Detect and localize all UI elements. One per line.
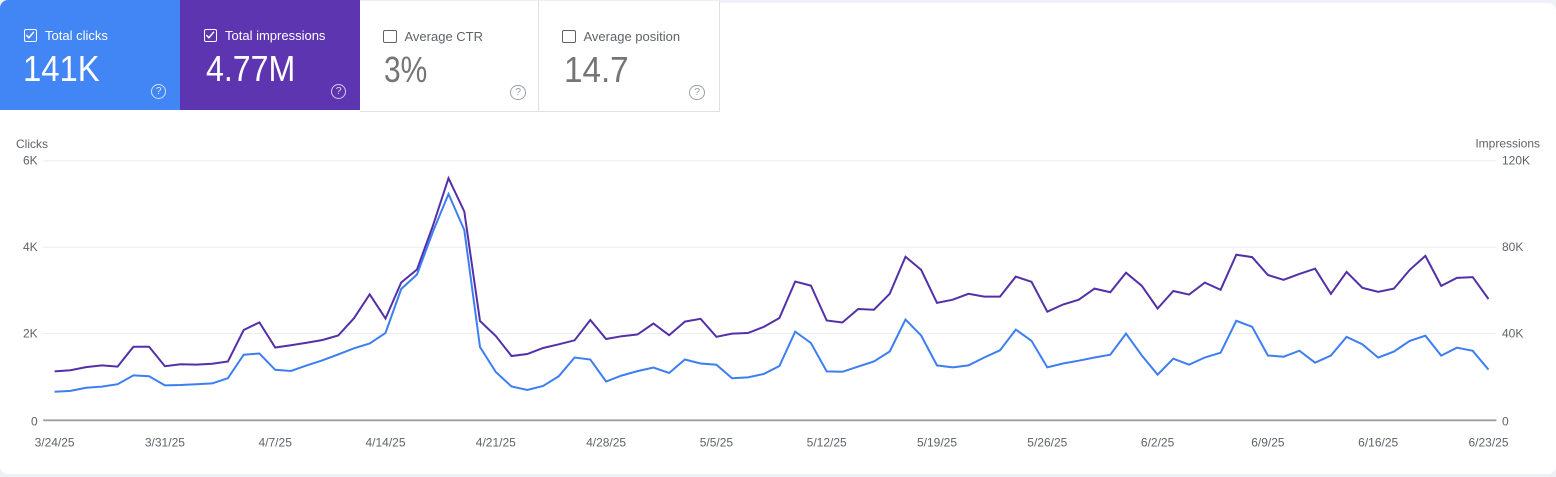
svg-text:40K: 40K	[1502, 326, 1523, 340]
svg-text:4K: 4K	[23, 240, 38, 254]
svg-text:4/7/25: 4/7/25	[259, 436, 293, 450]
svg-text:Clicks: Clicks	[16, 137, 48, 151]
svg-text:3/24/25: 3/24/25	[35, 436, 75, 450]
svg-text:6/9/25: 6/9/25	[1251, 436, 1285, 450]
svg-text:80K: 80K	[1502, 240, 1523, 254]
svg-text:120K: 120K	[1502, 154, 1530, 168]
svg-text:6/16/25: 6/16/25	[1358, 436, 1398, 450]
svg-text:6/23/25: 6/23/25	[1468, 436, 1508, 450]
svg-text:5/19/25: 5/19/25	[917, 436, 957, 450]
svg-text:5/12/25: 5/12/25	[807, 436, 847, 450]
svg-text:4/21/25: 4/21/25	[476, 436, 516, 450]
svg-text:2K: 2K	[23, 326, 38, 340]
svg-text:4/14/25: 4/14/25	[365, 436, 405, 450]
svg-text:3/31/25: 3/31/25	[145, 436, 185, 450]
svg-text:4/28/25: 4/28/25	[586, 436, 626, 450]
svg-text:5/26/25: 5/26/25	[1027, 436, 1067, 450]
svg-text:5/5/25: 5/5/25	[700, 436, 734, 450]
svg-text:Impressions: Impressions	[1475, 137, 1540, 151]
svg-text:0: 0	[31, 414, 38, 428]
svg-text:6K: 6K	[23, 154, 38, 168]
svg-text:0: 0	[1502, 414, 1509, 428]
svg-text:6/2/25: 6/2/25	[1141, 436, 1175, 450]
